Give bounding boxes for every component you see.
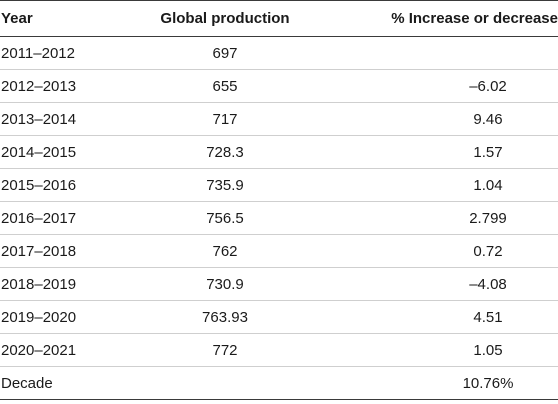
- percent-change-cell: 1.57: [318, 135, 558, 169]
- production-cell: [132, 366, 318, 400]
- percent-change-cell: –6.02: [318, 69, 558, 103]
- production-cell: 730.9: [132, 267, 318, 301]
- year-cell: 2019–2020: [0, 300, 132, 334]
- year-cell: 2015–2016: [0, 168, 132, 202]
- table-row: 2019–2020 763.93 4.51: [0, 300, 558, 334]
- percent-change-cell: 2.799: [318, 201, 558, 235]
- production-cell: 728.3: [132, 135, 318, 169]
- table-row: 2014–2015 728.3 1.57: [0, 135, 558, 169]
- table-row: 2017–2018 762 0.72: [0, 234, 558, 268]
- production-cell: 762: [132, 234, 318, 268]
- table-row: 2020–2021 772 1.05: [0, 333, 558, 367]
- production-cell: 655: [132, 69, 318, 103]
- year-cell: 2013–2014: [0, 102, 132, 136]
- percent-change-cell: –4.08: [318, 267, 558, 301]
- production-cell: 717: [132, 102, 318, 136]
- production-cell: 735.9: [132, 168, 318, 202]
- table-row: 2015–2016 735.9 1.04: [0, 168, 558, 202]
- year-cell: 2011–2012: [0, 36, 132, 70]
- year-cell: 2016–2017: [0, 201, 132, 235]
- year-cell: Decade: [0, 366, 132, 400]
- percent-change-cell: [318, 36, 558, 70]
- header-percent-change: % Increase or decrease: [318, 0, 558, 37]
- table-row: 2012–2013 655 –6.02: [0, 69, 558, 103]
- production-cell: 756.5: [132, 201, 318, 235]
- table-row: 2016–2017 756.5 2.799: [0, 201, 558, 235]
- percent-change-cell: 9.46: [318, 102, 558, 136]
- table-body: 2011–2012 697 2012–2013 655 –6.02 2013–2014 71…: [0, 36, 558, 400]
- table-row: 2011–2012 697: [0, 36, 558, 70]
- percent-change-cell: 4.51: [318, 300, 558, 334]
- production-cell: 697: [132, 36, 318, 70]
- year-cell: 2018–2019: [0, 267, 132, 301]
- year-cell: 2020–2021: [0, 333, 132, 367]
- percent-change-cell: 0.72: [318, 234, 558, 268]
- percent-change-cell: 1.05: [318, 333, 558, 367]
- table-row: 2018–2019 730.9 –4.08: [0, 267, 558, 301]
- year-cell: 2014–2015: [0, 135, 132, 169]
- table-row: 2013–2014 717 9.46: [0, 102, 558, 136]
- production-cell: 763.93: [132, 300, 318, 334]
- year-cell: 2017–2018: [0, 234, 132, 268]
- table-header: Year Global production % Increase or dec…: [0, 0, 558, 37]
- production-cell: 772: [132, 333, 318, 367]
- percent-change-cell: 10.76%: [318, 366, 558, 400]
- header-global-production: Global production: [132, 0, 318, 37]
- table-row: Decade 10.76%: [0, 366, 558, 400]
- percent-change-cell: 1.04: [318, 168, 558, 202]
- header-year: Year: [0, 0, 132, 37]
- header-row: Year Global production % Increase or dec…: [0, 0, 558, 37]
- year-cell: 2012–2013: [0, 69, 132, 103]
